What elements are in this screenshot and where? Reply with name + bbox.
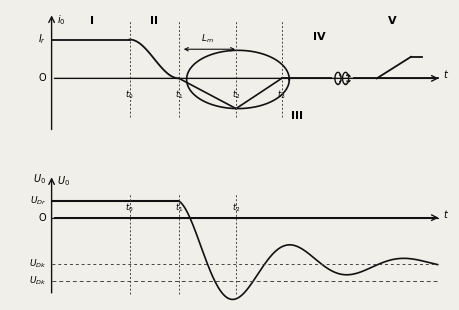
Text: IV: IV xyxy=(313,32,326,42)
Text: $I_r$: $I_r$ xyxy=(38,33,46,46)
Text: $U_{Dk}$: $U_{Dk}$ xyxy=(28,258,46,270)
Text: I: I xyxy=(90,16,94,26)
Text: II: II xyxy=(150,16,158,26)
Text: $U_{Dk}$: $U_{Dk}$ xyxy=(28,275,46,287)
Text: $t$: $t$ xyxy=(443,208,449,220)
Text: $U_0$: $U_0$ xyxy=(57,175,70,188)
Text: $L_m$: $L_m$ xyxy=(201,33,214,45)
Text: $t_1$: $t_1$ xyxy=(175,201,183,214)
Text: $t_0$: $t_0$ xyxy=(125,201,134,214)
Text: $t_1$: $t_1$ xyxy=(175,88,183,100)
Text: $i_0$: $i_0$ xyxy=(57,14,66,27)
Text: $U_{Dr}$: $U_{Dr}$ xyxy=(29,195,46,207)
Text: $t_2$: $t_2$ xyxy=(232,88,240,100)
Text: $t_3$: $t_3$ xyxy=(277,88,286,100)
Text: $t_2$: $t_2$ xyxy=(232,201,240,214)
Text: O: O xyxy=(38,73,46,83)
Text: V: V xyxy=(388,16,396,26)
Text: III: III xyxy=(291,111,303,122)
Text: $t$: $t$ xyxy=(443,68,449,80)
Text: O: O xyxy=(38,213,46,223)
Text: $U_0$: $U_0$ xyxy=(33,173,46,186)
Text: $t_0$: $t_0$ xyxy=(125,88,134,100)
